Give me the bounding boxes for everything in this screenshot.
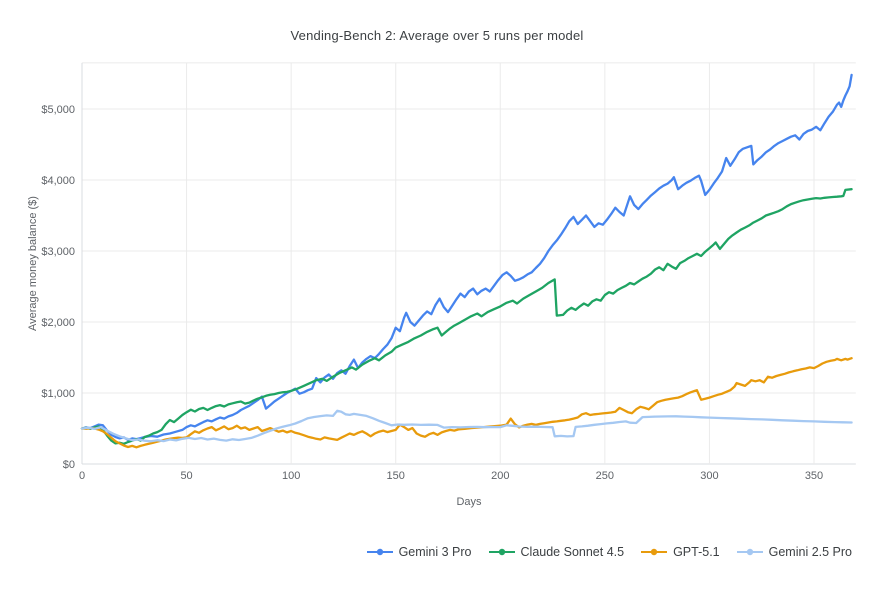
y-tick-label: $2,000	[41, 317, 75, 329]
x-tick-label: 350	[805, 470, 823, 482]
plot-area: $0 $1,000 $2,000 $3,000 $4,000 $5,000 0 50 100 15…	[41, 62, 856, 482]
x-tick-label: 50	[180, 470, 192, 482]
y-tick-label: $1,000	[41, 388, 75, 400]
legend-item-label: GPT-5.1	[673, 545, 720, 559]
y-tick-label: $0	[63, 459, 75, 471]
y-axis-title: Average money balance ($)	[27, 196, 39, 331]
legend-line-marker-icon	[736, 548, 763, 556]
legend-line-marker-icon	[366, 548, 393, 556]
x-tick-label: 100	[282, 470, 300, 482]
legend-item-label: Gemini 3 Pro	[398, 545, 472, 559]
legend-item-gpt-5-1: GPT-5.1	[641, 545, 720, 559]
series-line-gemini-3-pro	[80, 73, 853, 442]
x-tick-label: 0	[79, 470, 85, 482]
legend-line-marker-icon	[488, 548, 515, 556]
legend-line-marker-icon	[641, 548, 668, 556]
series-line-claude-sonnet-4-5	[80, 188, 853, 445]
legend: Gemini 3 Pro Claude Sonnet 4.5 GPT-5.1 Gemi…	[366, 545, 852, 559]
legend-item-label: Claude Sonnet 4.5	[520, 545, 625, 559]
legend-item-label: Gemini 2.5 Pro	[768, 545, 852, 559]
legend-item-gemini-2-5-pro: Gemini 2.5 Pro	[736, 545, 852, 559]
y-tick-label: $3,000	[41, 246, 75, 258]
y-tick-label: $5,000	[41, 104, 75, 116]
chart-title: Vending-Bench 2: Average over 5 runs per…	[290, 28, 584, 43]
x-tick-label: 250	[596, 470, 614, 482]
legend-item-claude-sonnet-4-5: Claude Sonnet 4.5	[488, 545, 625, 559]
legend-item-gemini-3-pro: Gemini 3 Pro	[366, 545, 472, 559]
y-tick-label: $4,000	[41, 175, 75, 187]
x-tick-label: 200	[491, 470, 509, 482]
x-axis-title: Days	[456, 496, 482, 508]
series-line-gemini-2-5-pro	[80, 409, 853, 443]
x-tick-label: 300	[700, 470, 718, 482]
x-tick-label: 150	[387, 470, 405, 482]
series-line-gpt-5-1	[80, 357, 853, 449]
